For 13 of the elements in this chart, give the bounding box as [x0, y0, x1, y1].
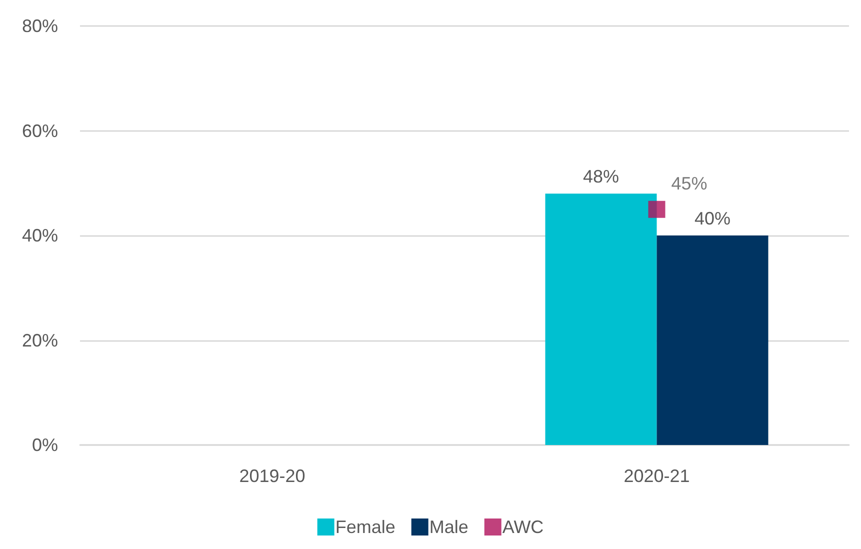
data-label: 48%	[582, 166, 620, 187]
y-tick-label: 80%	[22, 16, 58, 36]
data-label: 45%	[671, 173, 708, 194]
x-tick-label: 2020-21	[624, 466, 690, 486]
x-tick-label: 2019-20	[239, 466, 306, 486]
y-tick-label: 20%	[22, 330, 58, 350]
legend-label: Female	[335, 517, 396, 537]
data-label: 40%	[694, 208, 731, 228]
legend-label: AWC	[502, 517, 544, 537]
y-tick-label: 0%	[32, 435, 58, 455]
y-tick-label: 60%	[22, 120, 58, 141]
y-tick-label: 40%	[22, 226, 58, 246]
legend-label: Male	[429, 517, 468, 537]
